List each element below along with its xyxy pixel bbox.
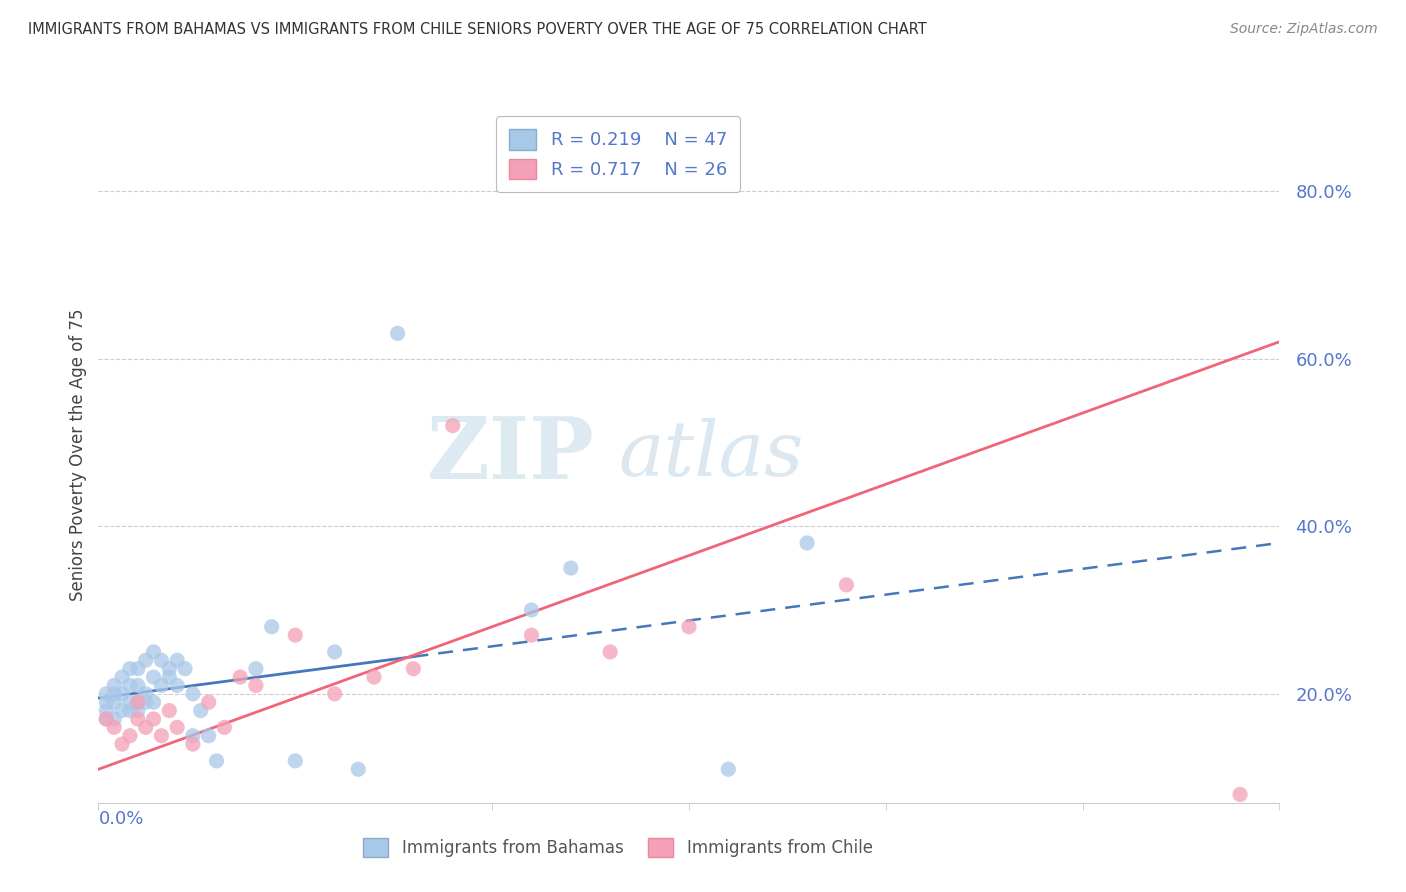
Point	[96, 712, 118, 726]
Point	[560, 561, 582, 575]
Point	[181, 687, 204, 701]
Point	[103, 720, 125, 734]
Point	[197, 695, 219, 709]
Point	[118, 695, 141, 709]
Point	[96, 687, 118, 701]
Point	[181, 737, 204, 751]
Point	[118, 704, 141, 718]
Point	[166, 720, 188, 734]
Point	[150, 678, 173, 692]
Text: ZIP: ZIP	[426, 413, 595, 497]
Point	[284, 754, 307, 768]
Point	[323, 645, 346, 659]
Point	[127, 712, 149, 726]
Point	[157, 670, 180, 684]
Point	[150, 653, 173, 667]
Point	[402, 662, 425, 676]
Point	[190, 704, 212, 718]
Text: IMMIGRANTS FROM BAHAMAS VS IMMIGRANTS FROM CHILE SENIORS POVERTY OVER THE AGE OF: IMMIGRANTS FROM BAHAMAS VS IMMIGRANTS FR…	[28, 22, 927, 37]
Point	[347, 762, 370, 776]
Point	[599, 645, 621, 659]
Point	[111, 670, 134, 684]
Point	[166, 653, 188, 667]
Point	[135, 687, 157, 701]
Point	[142, 712, 165, 726]
Point	[127, 662, 149, 676]
Point	[174, 662, 197, 676]
Point	[142, 670, 165, 684]
Point	[363, 670, 385, 684]
Point	[323, 687, 346, 701]
Point	[96, 704, 118, 718]
Point	[260, 620, 283, 634]
Point	[135, 695, 157, 709]
Point	[118, 678, 141, 692]
Point	[717, 762, 740, 776]
Legend: Immigrants from Bahamas, Immigrants from Chile: Immigrants from Bahamas, Immigrants from…	[357, 831, 879, 864]
Point	[111, 687, 134, 701]
Point	[678, 620, 700, 634]
Point	[181, 729, 204, 743]
Point	[284, 628, 307, 642]
Point	[387, 326, 409, 341]
Point	[835, 578, 858, 592]
Point	[229, 670, 252, 684]
Point	[118, 729, 141, 743]
Point	[166, 678, 188, 692]
Point	[127, 678, 149, 692]
Point	[111, 704, 134, 718]
Point	[103, 712, 125, 726]
Point	[103, 678, 125, 692]
Point	[118, 662, 141, 676]
Point	[214, 720, 236, 734]
Point	[135, 720, 157, 734]
Point	[245, 678, 267, 692]
Text: Source: ZipAtlas.com: Source: ZipAtlas.com	[1230, 22, 1378, 37]
Point	[520, 603, 543, 617]
Point	[245, 662, 267, 676]
Point	[157, 662, 180, 676]
Point	[135, 653, 157, 667]
Point	[520, 628, 543, 642]
Point	[103, 695, 125, 709]
Point	[142, 695, 165, 709]
Text: 0.0%: 0.0%	[98, 810, 143, 828]
Point	[103, 687, 125, 701]
Text: atlas: atlas	[619, 418, 803, 491]
Point	[127, 695, 149, 709]
Point	[150, 729, 173, 743]
Point	[205, 754, 228, 768]
Y-axis label: Seniors Poverty Over the Age of 75: Seniors Poverty Over the Age of 75	[69, 309, 87, 601]
Point	[127, 695, 149, 709]
Point	[96, 695, 118, 709]
Point	[157, 704, 180, 718]
Point	[111, 737, 134, 751]
Point	[127, 704, 149, 718]
Point	[142, 645, 165, 659]
Point	[796, 536, 818, 550]
Point	[1229, 788, 1251, 802]
Point	[441, 418, 464, 433]
Point	[197, 729, 219, 743]
Point	[96, 712, 118, 726]
